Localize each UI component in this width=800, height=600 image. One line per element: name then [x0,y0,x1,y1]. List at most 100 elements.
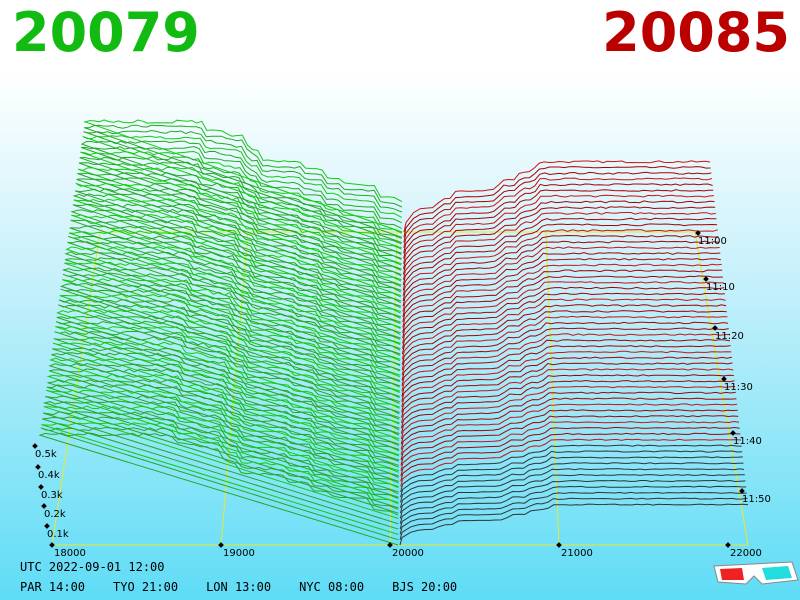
bid-depth-curve [64,261,401,376]
bid-depth-curve [83,119,403,233]
world-clock: TYO 21:00 [113,580,179,594]
ask-depth-curve [402,223,718,291]
price-tick-label: 21000 [561,548,593,559]
ask-depth-curve [402,286,725,349]
ask-depth-curve [401,362,733,418]
axis-labels: 18000 19000 20000 21000 22000 0.1k 0.2k 0.3k 0.4… [32,230,771,559]
axis-marker [49,542,55,548]
ask-depth-curve [402,263,722,328]
ask-price: 20085 [602,1,790,64]
ask-depth-curve [400,420,740,471]
depth-tick-label: 0.5k [35,449,57,460]
ask-depth-curve [403,189,714,259]
bid-depth-curve [55,320,400,435]
ask-depth-curve [400,403,738,455]
ask-depth-curve [403,166,711,238]
ask-depth-curve [403,160,711,233]
bid-depth-curve [83,129,403,244]
bid-depth-curve [79,156,402,270]
bid-depth-curve [68,230,401,344]
ask-depth-curve [401,350,732,408]
ask-depth-curve [401,304,727,365]
axis-marker [739,488,745,494]
bid-depth-curve [80,150,402,265]
bid-depth-curve [64,251,401,366]
bid-depth-curve [56,315,400,429]
ask-depth-curve [399,468,745,514]
price-tick-label: 22000 [730,548,762,559]
bid-depth-curve [51,352,400,466]
time-tick-label: 11:50 [742,494,771,505]
bid-depth-curve [75,182,402,297]
ask-depth-curve [400,444,742,493]
ask-depth-curve [403,171,712,243]
bid-depth-curve [52,346,400,461]
bid-depth-curve [53,336,400,450]
axis-marker [730,430,736,436]
ask-depth-curve [402,240,720,307]
bid-depth-curve [74,188,402,302]
ask-depth-curve [401,339,731,397]
bid-depth-curve [81,146,402,259]
bid-depth-curve [71,214,402,328]
bid-depth-curve [69,224,401,339]
ask-depth-curve [399,491,747,535]
bid-depth-curve [84,124,403,238]
ask-depth-curve [401,315,728,376]
bid-depth-curve [76,177,402,291]
ask-depth-curve [402,281,724,344]
bid-depth-curve [82,135,403,249]
ask-depth-curve [401,310,727,371]
world-clock: PAR 14:00 [20,580,86,594]
bid-depth-curve [59,293,401,408]
axis-marker [712,325,718,331]
axis-marker [35,464,41,470]
time-tick-label: 11:30 [724,382,753,393]
price-tick-label: 20000 [392,548,424,559]
bid-depth-curve [46,384,399,498]
bid-depth-curve [54,330,400,445]
time-tick-label: 11:00 [698,236,727,247]
ask-depth-curve [400,397,737,450]
ask-depth-curve [400,391,736,445]
ask-depth-curve [402,257,721,323]
ask-depth-curve [400,415,739,466]
ask-depth-curve [403,194,714,264]
axis-marker [721,376,727,382]
bid-depth-curve [60,288,401,403]
axis-marker [44,523,50,529]
bid-depth-curve [78,161,402,275]
ask-depth-curve [399,485,747,530]
bid-depth-curve [61,278,401,392]
ask-depth-curve [399,497,748,540]
bid-depth-curve [65,246,401,360]
bid-depth-curve [72,203,402,318]
ask-depth-curve [402,269,723,333]
time-tick-label: 11:40 [733,436,762,447]
world-clock: BJS 20:00 [392,580,458,594]
world-clock: LON 13:00 [206,580,272,594]
ask-depth-curve [399,503,749,546]
bid-depth-curve [42,410,399,525]
bid-depth-curve [70,208,402,323]
3d-glasses-icon [713,561,799,585]
bid-depth-curve [61,267,401,382]
ask-depth-curve [401,327,729,386]
bid-depth-curve [58,299,400,413]
ask-depth-curve [400,385,736,440]
bid-depth-curve [49,368,400,482]
ask-depth-curve [403,177,713,249]
bid-depth-curve [45,389,399,504]
bid-depth-curve [59,283,401,397]
utc-time: UTC 2022-09-01 12:00 [20,560,165,574]
ask-depth-curve [402,275,723,339]
ask-depth-curve [400,432,741,482]
ask-depth-curve [399,462,744,508]
depth-curves [38,119,749,546]
ask-depth-curve [400,379,735,434]
bid-depth-curve [67,240,401,355]
price-tick-label: 18000 [54,548,86,559]
ask-depth-curve [400,438,741,487]
ask-depth-curve [401,345,731,402]
axis-marker [32,443,38,449]
